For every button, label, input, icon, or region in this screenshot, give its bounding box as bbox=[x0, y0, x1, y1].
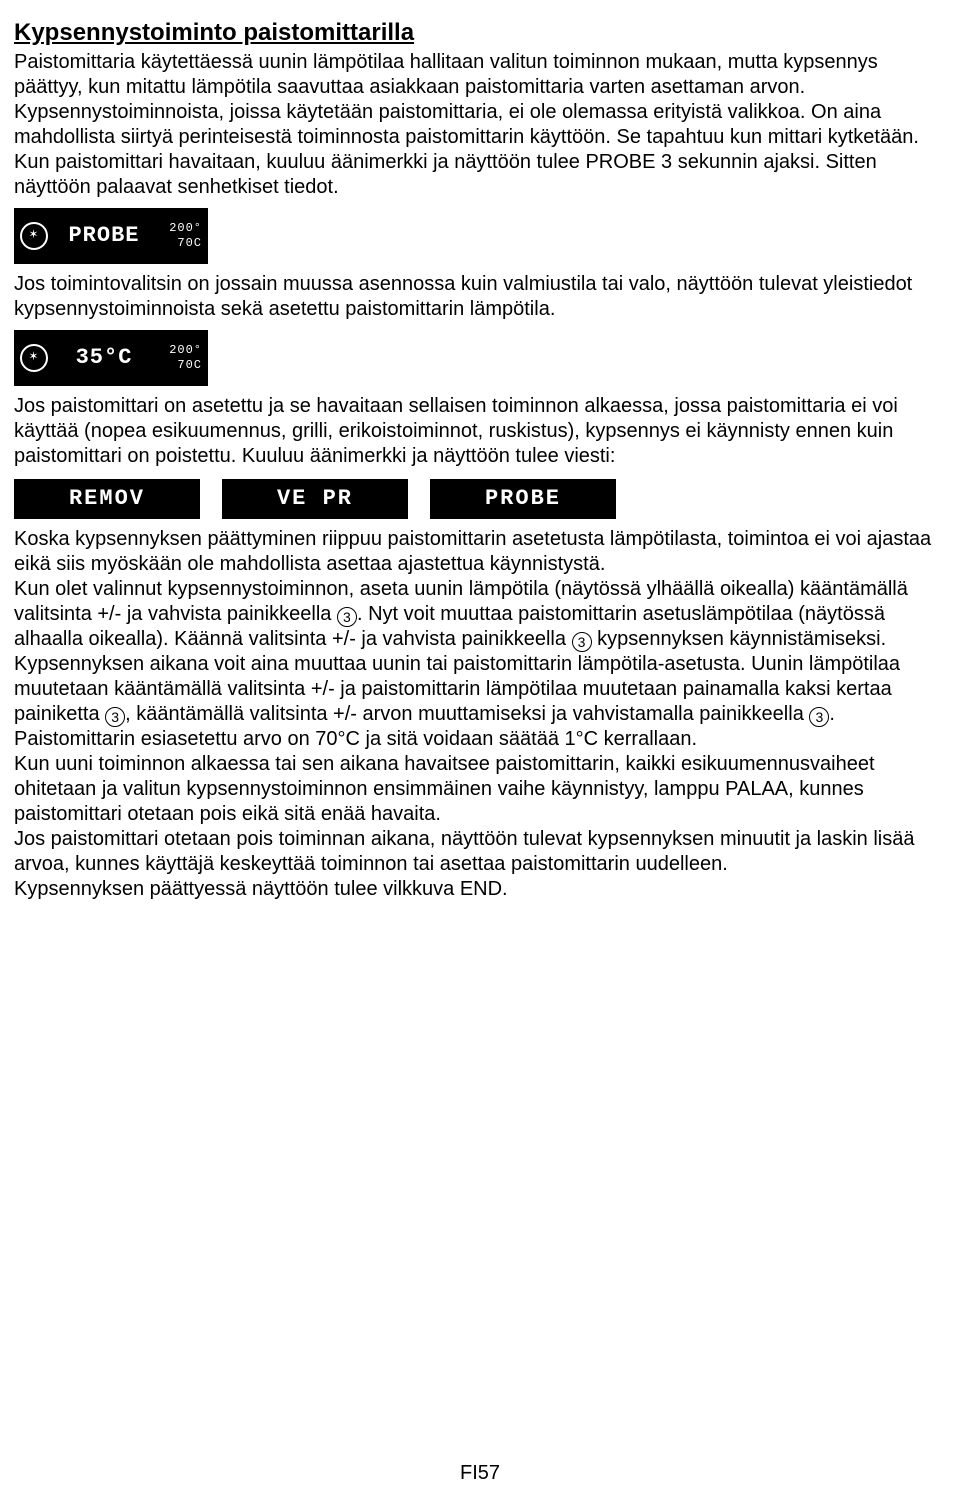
page-title: Kypsennystoiminto paistomittarilla bbox=[14, 18, 946, 48]
oven-display-temp: ✶ 35°C 200° 70C bbox=[14, 330, 208, 386]
oven-display-probe: ✶ PROBE 200° 70C bbox=[14, 208, 208, 264]
fan-icon: ✶ bbox=[20, 222, 48, 250]
display-temp-bottom: 70C bbox=[162, 359, 202, 372]
display-main-text: PROBE bbox=[54, 222, 154, 250]
message-display-row: REMOV VE PR PROBE bbox=[14, 479, 946, 519]
display-right-temps: 200° 70C bbox=[162, 222, 202, 249]
button-ref-icon: 3 bbox=[572, 632, 592, 652]
button-ref-icon: 3 bbox=[337, 607, 357, 627]
display-temp-bottom: 70C bbox=[162, 237, 202, 250]
msg-vepr: VE PR bbox=[222, 479, 408, 519]
page-footer: FI57 bbox=[0, 1461, 960, 1486]
paragraph-4a: Koska kypsennyksen päättyminen riippuu p… bbox=[14, 527, 946, 577]
display-main-text: 35°C bbox=[54, 344, 154, 372]
paragraph-intro: Paistomittaria käytettäessä uunin lämpöt… bbox=[14, 50, 946, 200]
display-temp-top: 200° bbox=[162, 344, 202, 358]
text-run: , kääntämällä valitsinta +/- arvon muutt… bbox=[125, 703, 809, 725]
display-right-temps: 200° 70C bbox=[162, 344, 202, 371]
paragraph-2: Jos toimintovalitsin on jossain muussa a… bbox=[14, 272, 946, 322]
display-temp-top: 200° bbox=[162, 222, 202, 236]
paragraph-3: Jos paistomittari on asetettu ja se hava… bbox=[14, 394, 946, 469]
paragraph-4b: Kun olet valinnut kypsennystoiminnon, as… bbox=[14, 577, 946, 752]
paragraph-5: Kun uuni toiminnon alkaessa tai sen aika… bbox=[14, 752, 946, 827]
fan-icon: ✶ bbox=[20, 344, 48, 372]
paragraph-6: Jos paistomittari otetaan pois toiminnan… bbox=[14, 827, 946, 877]
paragraph-7: Kypsennyksen päättyessä näyttöön tulee v… bbox=[14, 877, 946, 902]
button-ref-icon: 3 bbox=[809, 707, 829, 727]
msg-remov: REMOV bbox=[14, 479, 200, 519]
msg-probe: PROBE bbox=[430, 479, 616, 519]
button-ref-icon: 3 bbox=[105, 707, 125, 727]
